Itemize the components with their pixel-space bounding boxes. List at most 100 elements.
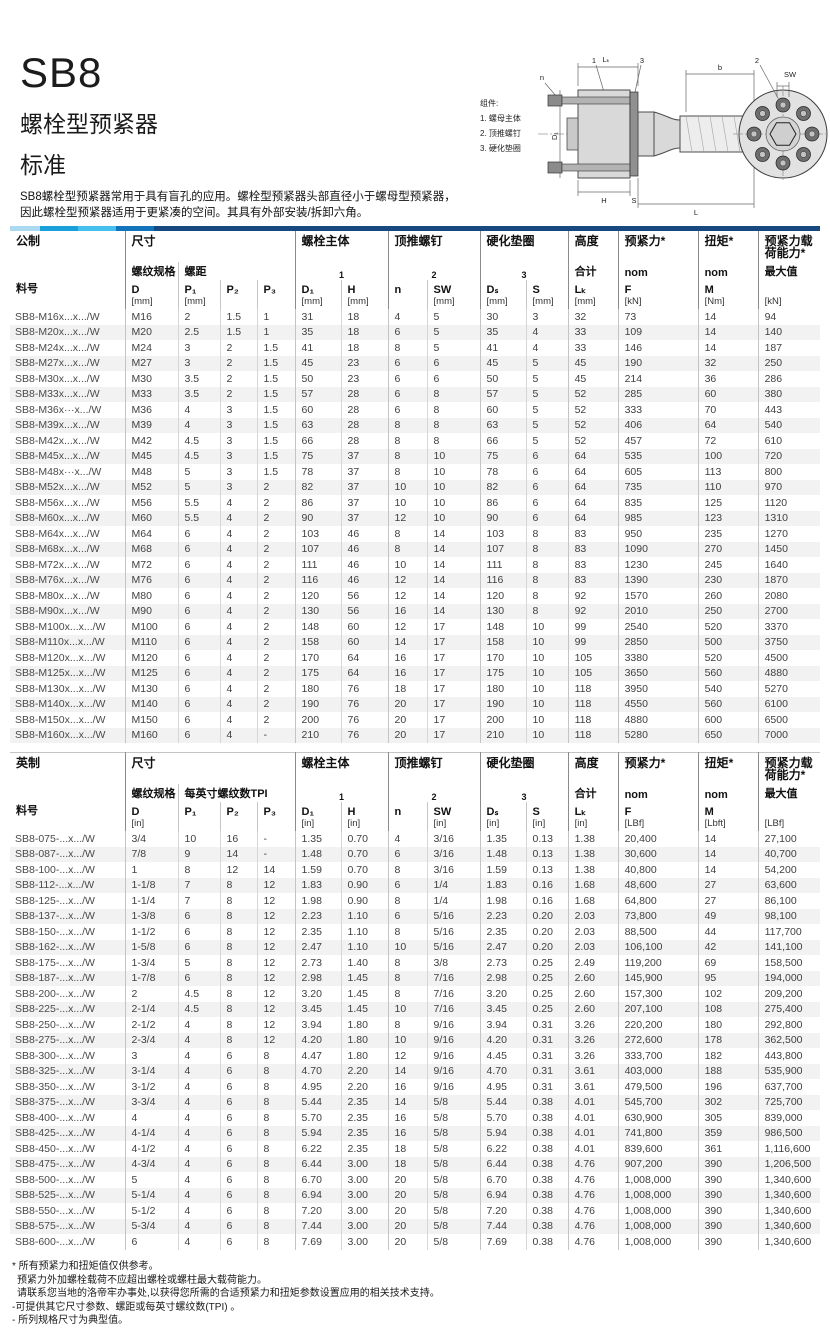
value-cell: 4 <box>177 1156 220 1172</box>
value-cell: 4 <box>219 557 257 573</box>
value-cell: 3.00 <box>340 1203 389 1219</box>
value-cell: 5-3/4 <box>124 1218 178 1234</box>
footnote-line: - 所列规格尺寸为典型值。 <box>12 1315 129 1326</box>
value-cell: 8 <box>387 417 428 433</box>
callout-1-label: 1 <box>592 56 596 65</box>
value-cell: 12 <box>256 970 296 986</box>
value-cell: 0.20 <box>525 908 569 924</box>
value-cell: 1640 <box>757 557 821 573</box>
value-cell: 2 <box>256 557 296 573</box>
value-cell: 3/4 <box>124 831 178 847</box>
value-cell: 48,600 <box>617 877 699 893</box>
value-cell: 3 <box>177 355 220 371</box>
value-cell: M30 <box>124 371 178 387</box>
value-cell: 2.60 <box>567 1001 619 1017</box>
value-cell: 52 <box>567 433 619 449</box>
dim-lk-label: Lₖ <box>602 55 609 64</box>
header-row: [in] [in] [in] [in] [in] [in] [in] [LBf] [Lbft][… <box>10 818 821 831</box>
table-row: SB8-350-...x.../W 3-1/2 4 6 8 4.95 2.20 16 9/16 4… <box>10 1079 821 1095</box>
value-cell: 6 <box>219 1079 257 1095</box>
value-cell: 1.5 <box>256 386 296 402</box>
value-cell: 40,700 <box>757 846 821 862</box>
value-cell: 3-1/2 <box>124 1079 178 1095</box>
table-row: SB8-M30x...x.../W M30 3.5 2 1.5 50 23 6 6 50 5 45 21… <box>10 371 821 387</box>
value-cell: 4 <box>177 1218 220 1234</box>
value-cell: M16 <box>124 309 178 325</box>
part-number-cell: SB8-M72x...x.../W <box>15 558 100 571</box>
table-row: SB8-M33x...x.../W M33 3.5 2 1.5 57 28 6 8 57 5 52 28… <box>10 386 821 402</box>
value-cell: 2 <box>256 526 296 542</box>
value-cell: 1,340,600 <box>757 1234 821 1250</box>
value-cell: 86,100 <box>757 893 821 909</box>
value-cell: 8 <box>426 386 481 402</box>
value-cell: 6.22 <box>479 1141 527 1157</box>
header-cell: [in] <box>340 818 389 831</box>
part-number-cell: SB8-M42x...x.../W <box>15 434 100 447</box>
value-cell: 0.38 <box>525 1187 569 1203</box>
shaft-shoulder <box>637 111 655 157</box>
value-cell: 630,900 <box>617 1110 699 1126</box>
value-cell: 4500 <box>757 650 821 666</box>
header-cell: 预紧力* <box>617 231 699 262</box>
value-cell: 0.38 <box>525 1141 569 1157</box>
part-number-cell: SB8-M150x...x.../W <box>15 713 106 726</box>
value-cell: 285 <box>617 386 699 402</box>
value-cell: 2.20 <box>340 1063 389 1079</box>
value-cell: 45 <box>479 355 527 371</box>
header-cell: P₃ <box>256 802 296 818</box>
value-cell: 1,008,000 <box>617 1172 699 1188</box>
value-cell: 361 <box>697 1141 759 1157</box>
legend-item: 3. 硬化垫圈 <box>480 144 521 153</box>
value-cell: 14 <box>426 603 481 619</box>
value-cell: M90 <box>124 603 178 619</box>
value-cell: 1870 <box>757 572 821 588</box>
value-cell: 64,800 <box>617 893 699 909</box>
table-row: SB8-200-...x.../W 2 4.5 8 12 3.20 1.45 8 7/16 3.2… <box>10 986 821 1002</box>
table-row: SB8-575-...x.../W 5-3/4 4 6 8 7.44 3.00 20 5/8 7.… <box>10 1218 821 1234</box>
value-cell: 14 <box>697 340 759 356</box>
value-cell: 10 <box>525 681 569 697</box>
value-cell: 970 <box>757 479 821 495</box>
value-cell: 4.01 <box>567 1125 619 1141</box>
value-cell: 5.94 <box>479 1125 527 1141</box>
value-cell: 305 <box>697 1110 759 1126</box>
value-cell: 520 <box>697 619 759 635</box>
value-cell: 6.70 <box>294 1172 342 1188</box>
value-cell: 2-1/2 <box>124 1017 178 1033</box>
value-cell: 235 <box>697 526 759 542</box>
value-cell: 3.5 <box>177 386 220 402</box>
front-center-hex <box>769 122 797 146</box>
value-cell: 56 <box>340 603 389 619</box>
header-cell: 顶推螺钉 <box>387 752 481 784</box>
value-cell: 2.20 <box>340 1079 389 1095</box>
value-cell: 2 <box>256 603 296 619</box>
header-cell: 3 <box>479 784 569 802</box>
value-cell: 735 <box>617 479 699 495</box>
value-cell: 4-1/2 <box>124 1141 178 1157</box>
table-row: SB8-600-...x.../W 6 4 6 8 7.69 3.00 20 5/8 7.69 0.… <box>10 1234 821 1250</box>
value-cell: 950 <box>617 526 699 542</box>
legend-item: 1. 螺母主体 <box>480 114 521 123</box>
table-row: SB8-M16x...x.../W M16 2 1.5 1 31 18 4 5 30 3 32 73 14… <box>10 309 821 325</box>
value-cell: 6 <box>525 464 569 480</box>
value-cell: 0.20 <box>525 924 569 940</box>
value-cell: 2.03 <box>567 908 619 924</box>
header-cell <box>10 784 125 802</box>
value-cell: 95 <box>697 970 759 986</box>
value-cell: 27 <box>697 877 759 893</box>
value-cell: 1/4 <box>426 893 481 909</box>
value-cell: 390 <box>697 1172 759 1188</box>
part-number-cell: SB8-M80x...x.../W <box>15 589 100 602</box>
value-cell: 6.44 <box>479 1156 527 1172</box>
value-cell: 8 <box>256 1172 296 1188</box>
part-number-cell: SB8-087-...x.../W <box>15 848 95 861</box>
value-cell: 5 <box>177 464 220 480</box>
value-cell: 560 <box>697 696 759 712</box>
value-cell: 63 <box>294 417 342 433</box>
value-cell: 8 <box>256 1110 296 1126</box>
value-cell: M48 <box>124 464 178 480</box>
value-cell: 4-3/4 <box>124 1156 178 1172</box>
value-cell: 4.76 <box>567 1218 619 1234</box>
value-cell: 1.68 <box>567 877 619 893</box>
value-cell: 2 <box>256 665 296 681</box>
